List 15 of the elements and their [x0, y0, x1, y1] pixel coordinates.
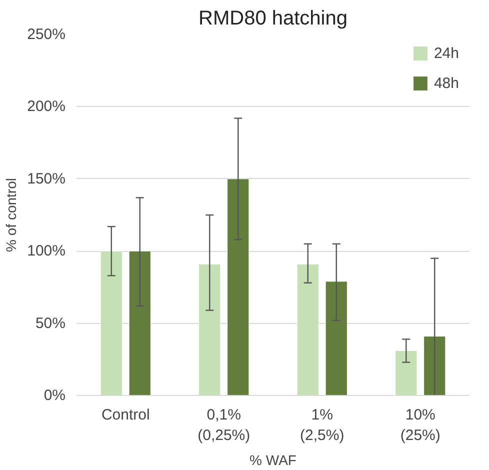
chart-title: RMD80 hatching	[198, 8, 348, 30]
legend-label: 48h	[434, 74, 459, 92]
y-tick-label: 100%	[27, 242, 66, 260]
x-tick-label: 0,1% (0,25%)	[198, 406, 250, 444]
y-tick-label: 200%	[27, 98, 66, 116]
y-tick-label: 0%	[44, 387, 66, 404]
y-tick-label: 150%	[27, 170, 66, 188]
y-tick-label: 250%	[27, 26, 66, 43]
legend-label: 24h	[434, 44, 459, 62]
x-tick-label: Control	[101, 406, 150, 424]
x-tick-label: 1% (2,5%)	[300, 406, 344, 444]
y-tick-label: 50%	[35, 314, 66, 332]
x-axis-title: % WAF	[250, 452, 296, 468]
y-axis-title: % of control	[3, 178, 20, 252]
x-tick-label: 10% (25%)	[400, 406, 440, 444]
